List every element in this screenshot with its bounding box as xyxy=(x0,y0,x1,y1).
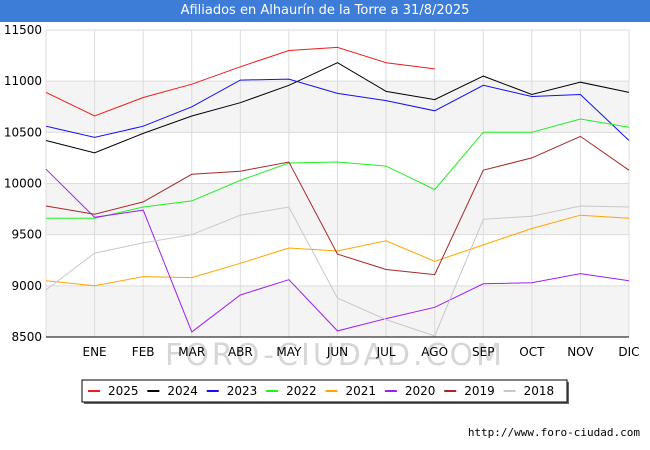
y-tick-labels: 8500 9000 9500 10000 10500 11000 11500 xyxy=(4,23,42,344)
x-tick-label: OCT xyxy=(519,345,545,359)
series-2025 xyxy=(45,46,435,117)
x-tick-label: JUN xyxy=(326,345,348,359)
x-tick-label: JUL xyxy=(376,345,396,359)
source-url[interactable]: http://www.foro-ciudad.com xyxy=(467,426,640,439)
watermark: FORO-CIUDAD.COM xyxy=(165,338,505,373)
y-tick-label: 8500 xyxy=(11,330,42,344)
x-tick-label: MAY xyxy=(276,345,302,359)
legend: 2025 2024 2023 2022 2021 2020 2019 2018 xyxy=(81,379,569,404)
legend-box xyxy=(81,379,568,403)
x-tick-labels: ENE FEB MAR ABR MAY JUN JUL AGO SEP OCT NOV DIC xyxy=(83,345,640,359)
series-2022 xyxy=(46,118,630,219)
legend-label-2025: 2025 xyxy=(108,384,139,398)
x-tick-label: NOV xyxy=(567,345,594,359)
legend-label-2022: 2022 xyxy=(286,384,317,398)
x-tick-label: MAR xyxy=(178,345,205,359)
legend-label-2024: 2024 xyxy=(167,384,198,398)
legend-label-2019: 2019 xyxy=(464,384,495,398)
legend-label-2018: 2018 xyxy=(524,384,555,398)
legend-label-2023: 2023 xyxy=(227,384,258,398)
y-tick-label: 10500 xyxy=(4,125,42,139)
y-tick-label: 11000 xyxy=(4,74,42,88)
series-lines xyxy=(45,46,630,337)
legend-label-2021: 2021 xyxy=(346,384,377,398)
series-2023 xyxy=(45,78,630,141)
x-tick-label: FEB xyxy=(132,345,155,359)
x-tick-label: ABR xyxy=(228,345,253,359)
series-2020 xyxy=(45,168,630,333)
y-tick-label: 9500 xyxy=(11,228,42,242)
x-tick-label: AGO xyxy=(421,345,448,359)
x-tick-label: SEP xyxy=(472,345,494,359)
x-tick-label: ENE xyxy=(83,345,107,359)
series-2021 xyxy=(45,214,630,287)
y-tick-label: 10000 xyxy=(4,177,42,191)
series-2024 xyxy=(45,62,630,154)
legend-label-2020: 2020 xyxy=(405,384,436,398)
x-tick-label: DIC xyxy=(618,345,639,359)
series-2019 xyxy=(45,135,630,276)
y-tick-label: 11500 xyxy=(4,23,42,37)
chart-title: Afiliados en Alhaurín de la Torre a 31/8… xyxy=(0,0,650,22)
y-tick-label: 9000 xyxy=(11,279,42,293)
series-2018 xyxy=(45,205,630,337)
